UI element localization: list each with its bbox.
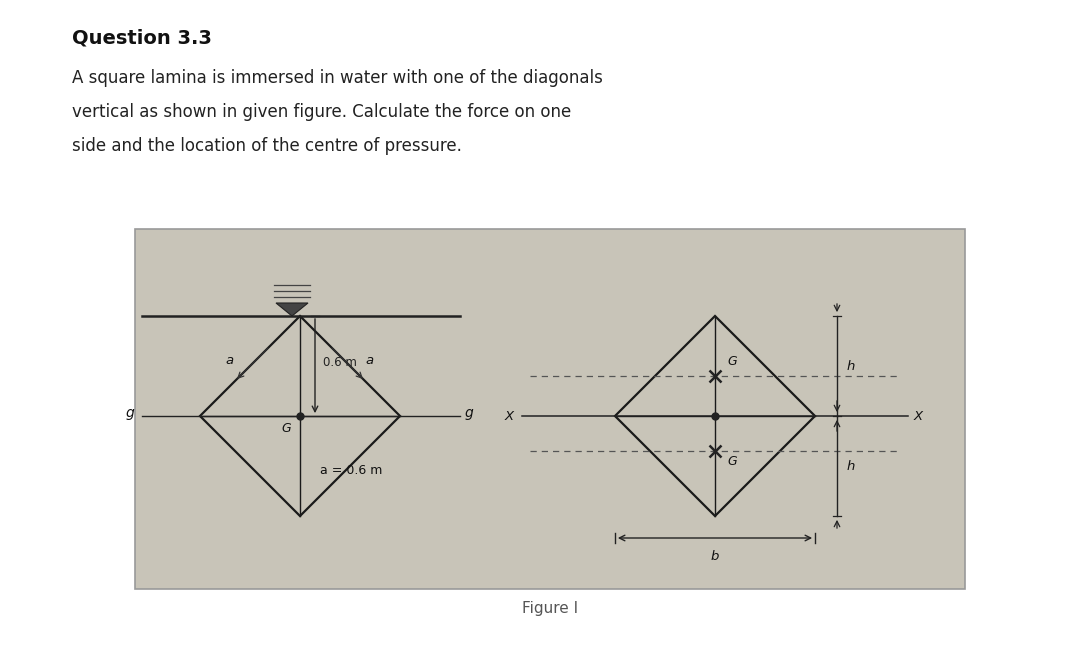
Bar — [135, 229, 966, 589]
Text: side and the location of the centre of pressure.: side and the location of the centre of p… — [72, 137, 462, 155]
Text: X: X — [914, 409, 923, 422]
Text: G: G — [727, 355, 737, 368]
Text: a: a — [226, 355, 234, 368]
Text: vertical as shown in given figure. Calculate the force on one: vertical as shown in given figure. Calcu… — [72, 103, 571, 121]
Text: a = 0.6 m: a = 0.6 m — [320, 465, 382, 477]
Text: g: g — [465, 406, 474, 420]
Text: G: G — [281, 422, 291, 435]
Text: Question 3.3: Question 3.3 — [72, 29, 212, 48]
Text: g: g — [125, 406, 134, 420]
Text: a: a — [366, 355, 374, 368]
Text: h: h — [847, 460, 855, 473]
Polygon shape — [276, 303, 308, 316]
Text: h: h — [847, 359, 855, 372]
Text: Figure I: Figure I — [522, 602, 578, 616]
Text: 0.6 m: 0.6 m — [323, 355, 356, 368]
Text: G: G — [727, 455, 737, 468]
Text: X: X — [504, 409, 514, 422]
Text: b: b — [711, 550, 719, 563]
Text: A square lamina is immersed in water with one of the diagonals: A square lamina is immersed in water wit… — [72, 69, 603, 87]
